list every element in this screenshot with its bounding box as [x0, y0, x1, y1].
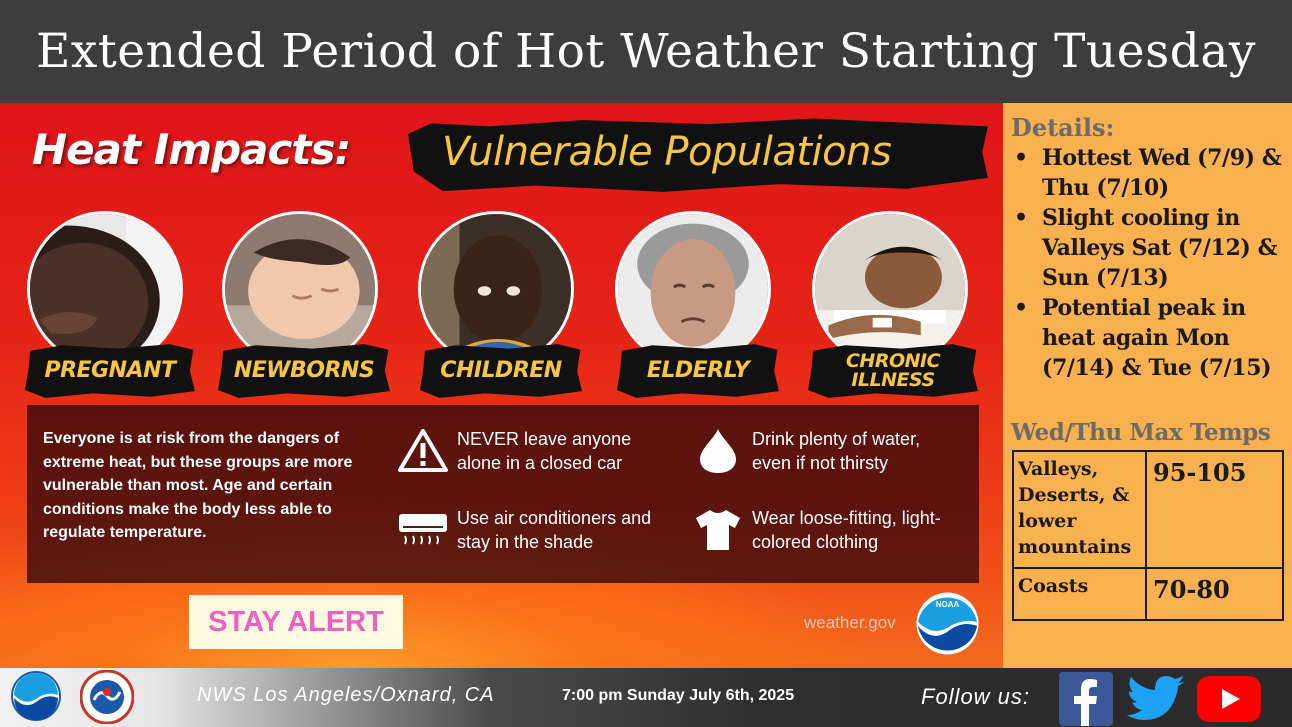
- water-drop-icon: [700, 429, 736, 473]
- region-cell: Valleys, Deserts, & lower mountains: [1012, 450, 1147, 569]
- air-conditioner-icon: [399, 514, 447, 545]
- nws-office-name: NWS Los Angeles/Oxnard, CA: [197, 684, 495, 706]
- table-row: Coasts 70-80: [1012, 567, 1284, 621]
- heat-impacts-graphic: Heat Impacts: Vulnerable Populations: [0, 103, 1003, 668]
- temp-range-cell: 95-105: [1145, 450, 1284, 569]
- label-newborns: NEWBORNS: [218, 344, 390, 398]
- newborn-photo: [222, 211, 378, 367]
- tip-car: NEVER leave anyone alone in a closed car: [397, 427, 647, 475]
- label-pregnant: PREGNANT: [25, 344, 195, 398]
- info-box: Everyone is at risk from the dangers of …: [27, 405, 979, 583]
- details-heading: Details:: [1011, 113, 1115, 142]
- facebook-icon[interactable]: [1059, 672, 1113, 726]
- details-bullet: Hottest Wed (7/9) & Thu (7/10): [1011, 143, 1289, 203]
- tip-water-text: Drink plenty of water, even if not thirs…: [752, 429, 921, 473]
- label-elderly: ELDERLY: [617, 344, 779, 398]
- headline-brush-background: [408, 118, 988, 192]
- headline-heat-impacts: Heat Impacts:: [32, 125, 351, 174]
- warning-icon: [398, 429, 448, 472]
- noaa-footer-logo: [11, 671, 61, 721]
- stay-alert-badge: STAY ALERT: [189, 595, 403, 649]
- tip-ac: Use air conditioners and stay in the sha…: [397, 506, 657, 554]
- details-list: Hottest Wed (7/9) & Thu (7/10) Slight co…: [1011, 143, 1289, 383]
- temp-range-cell: 70-80: [1145, 567, 1284, 621]
- noaa-logo: NOAA: [916, 592, 979, 655]
- max-temps-table: Valleys, Deserts, & lower mountains 95-1…: [1012, 450, 1284, 621]
- twitter-icon[interactable]: [1127, 676, 1185, 722]
- tip-clothing: Wear loose-fitting, light-colored clothi…: [692, 506, 952, 554]
- issued-timestamp: 7:00 pm Sunday July 6th, 2025: [562, 687, 795, 704]
- youtube-icon[interactable]: [1197, 676, 1261, 722]
- child-photo: [418, 211, 574, 367]
- info-text: Everyone is at risk from the dangers of …: [43, 430, 353, 541]
- pregnant-photo: [27, 211, 183, 367]
- region-cell: Coasts: [1012, 567, 1147, 621]
- label-children: CHILDREN: [420, 344, 582, 398]
- details-panel: Details: Hottest Wed (7/9) & Thu (7/10) …: [1003, 103, 1292, 668]
- follow-us-label: Follow us:: [921, 684, 1031, 709]
- tip-water: Drink plenty of water, even if not thirs…: [692, 427, 942, 475]
- page-title: Extended Period of Hot Weather Starting …: [36, 24, 1256, 79]
- tip-car-text: NEVER leave anyone alone in a closed car: [457, 429, 632, 473]
- details-bullet: Slight cooling in Valleys Sat (7/12) & S…: [1011, 203, 1289, 293]
- max-temps-heading: Wed/Thu Max Temps: [1011, 419, 1271, 446]
- tip-ac-text: Use air conditioners and stay in the sha…: [457, 508, 652, 552]
- weather-gov-link[interactable]: weather.gov: [804, 613, 896, 632]
- table-row: Valleys, Deserts, & lower mountains 95-1…: [1012, 450, 1284, 569]
- label-chronic-illness: CHRONIC ILLNESS: [808, 344, 978, 398]
- noaa-logo-text: NOAA: [936, 600, 960, 609]
- details-bullet: Potential peak in heat again Mon (7/14) …: [1011, 293, 1289, 383]
- headline-vulnerable-populations: Vulnerable Populations: [442, 129, 892, 175]
- tip-clothing-text: Wear loose-fitting, light-colored clothi…: [752, 508, 941, 552]
- shirt-icon: [696, 510, 740, 550]
- nws-footer-logo: [80, 670, 134, 724]
- elderly-photo: [615, 211, 771, 367]
- chronic-illness-photo: [812, 211, 968, 367]
- title-bar: Extended Period of Hot Weather Starting …: [0, 0, 1292, 103]
